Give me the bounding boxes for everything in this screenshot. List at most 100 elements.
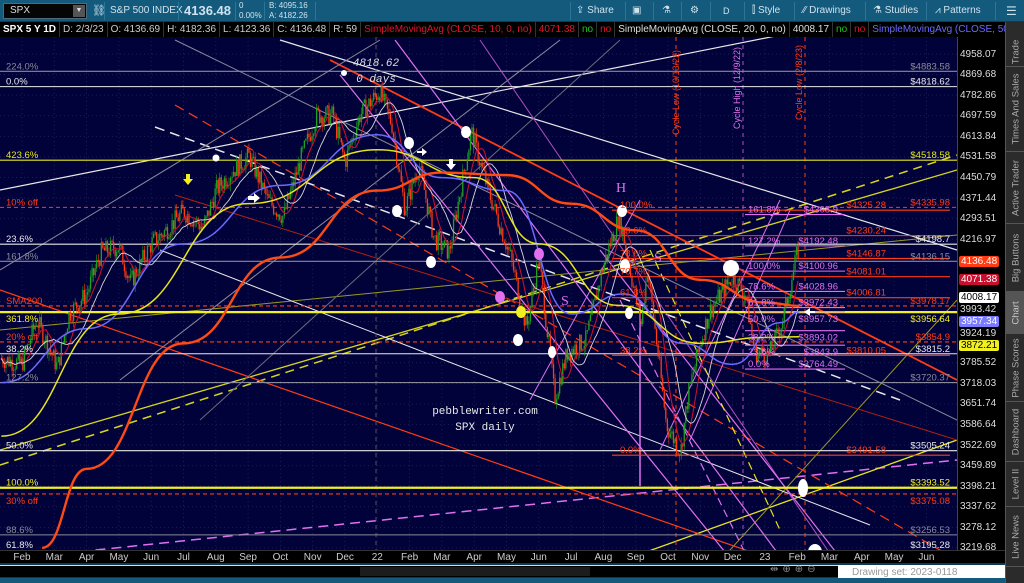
zoom-in-icon[interactable]: ⊕	[794, 564, 808, 575]
price-tick-label: 3398.21	[960, 480, 997, 492]
period-button[interactable]: D	[723, 6, 730, 16]
gear-icon[interactable]: ⚙	[690, 5, 699, 16]
bar-low: L: 4123.36	[220, 22, 275, 37]
text-annotations: 4818.62 0 days pebblewriter.com SPX dail…	[353, 45, 804, 434]
studies-button[interactable]: ⚗ Studies	[873, 0, 918, 22]
price-badge: 4136.48	[959, 255, 1000, 267]
sidebar-tab-active-trader[interactable]: Active Trader	[1006, 152, 1024, 224]
study-flag: no	[579, 22, 598, 37]
fib-level-percent: 38.2%	[748, 333, 775, 344]
fib-level-price: $4325.28	[846, 200, 886, 211]
fib-level-price: $4518.58	[910, 150, 950, 161]
style-button[interactable]: ⫿ Style	[752, 0, 780, 22]
oval-marker	[617, 205, 627, 217]
sidebar-tab-live-news[interactable]: Live News	[1006, 507, 1024, 567]
zoom-out-icon[interactable]: ⊖	[807, 564, 820, 575]
divider	[794, 2, 795, 20]
fib-level-price: $4100.96	[798, 261, 838, 272]
sidebar-tab-times-and-sales[interactable]: Times And Sales	[1006, 67, 1024, 152]
price-tick-label: 3337.62	[960, 501, 997, 513]
time-tick-label: Jun	[143, 552, 160, 563]
watermark-label: SPX daily	[455, 422, 515, 434]
oval-marker	[620, 259, 630, 273]
shoulder-label: S	[561, 294, 569, 309]
oval-marker	[534, 248, 544, 260]
sidebar-tab-trade[interactable]: Trade	[1006, 37, 1024, 67]
time-axis[interactable]: Feb Mar Apr May Jun Jul Aug Sep Oct Nov Dec 22 Feb Ma…	[0, 550, 1005, 563]
patterns-button[interactable]: ⩘ Patterns	[935, 0, 981, 22]
price-tick-label: 3219.68	[960, 542, 997, 550]
fib-level-percent: 70.7%	[620, 267, 647, 278]
fib-level-price: $3810.05	[846, 345, 886, 356]
net-change-pct: 0.00%	[239, 11, 262, 20]
price-tick-label: 3924.19	[960, 327, 997, 339]
sidebar-tab-chart[interactable]: Chart	[1006, 292, 1024, 334]
fib-level-percent: 100.0%	[620, 200, 653, 211]
time-tick-label: Jun	[918, 552, 935, 563]
bar-high: H: 4182.36	[164, 22, 221, 37]
fib-level-price: $3815.2	[916, 344, 950, 355]
sidebar-tab-dashboard[interactable]: Dashboard	[1006, 402, 1024, 462]
sidebar-tab-phase-scores[interactable]: Phase Scores	[1006, 334, 1024, 402]
time-tick-label: Oct	[660, 552, 676, 563]
fib-level-percent: 161.8%	[748, 205, 781, 216]
fib-level-price: $3505.24	[910, 441, 950, 452]
study-sma50[interactable]: SimpleMovingAvg (CLOSE, 50, 0, no)	[869, 22, 1005, 37]
fib-level-percent: 0.0%	[748, 359, 770, 370]
drawing-set-selector[interactable]: Drawing set: 2023-0118	[838, 565, 1005, 580]
fib-level-price: $3957.73	[798, 314, 838, 325]
flask-icon[interactable]: ⚗	[662, 5, 671, 16]
study-flag: no	[833, 22, 852, 37]
pan-icon[interactable]: ⇹	[770, 564, 783, 575]
sidebar-tab-big-buttons[interactable]: Big Buttons	[1006, 224, 1024, 292]
oval-marker	[798, 479, 808, 497]
watermark-site: pebblewriter.com	[432, 406, 538, 418]
sidebar-tab-level-ii[interactable]: Level II	[1006, 462, 1024, 507]
share-button[interactable]: ⇪ Share	[576, 0, 614, 22]
sma-20-line	[0, 102, 799, 424]
crosshair-icon[interactable]: ⊕	[782, 564, 795, 575]
fib-level-price: $3893.02	[798, 333, 838, 344]
scrollbar-thumb[interactable]	[360, 567, 590, 576]
drawings-button[interactable]: ⁄⁄ Drawings	[803, 0, 851, 22]
dot-marker	[212, 154, 220, 162]
oval-marker	[426, 256, 436, 268]
price-tick-label: 3278.12	[960, 521, 997, 533]
horizontal-scrollbar[interactable]	[0, 565, 1005, 577]
divider	[178, 2, 179, 20]
fib-level-price: $4230.24	[846, 226, 886, 237]
screenshot-icon[interactable]: ▣	[632, 5, 642, 16]
time-tick-label: Apr	[466, 552, 482, 563]
study-sma20[interactable]: SimpleMovingAvg (CLOSE, 20, 0, no)	[615, 22, 790, 37]
price-tick-label: 3586.64	[960, 418, 997, 430]
chevron-down-icon[interactable]: ▼	[73, 5, 85, 17]
chart-background	[0, 37, 957, 550]
symbol-selector[interactable]: SPX ▼	[3, 3, 87, 19]
moving-average-line	[41, 171, 800, 549]
fib-level-percent: 161.8%	[6, 251, 39, 262]
patterns-icon: ⩘	[935, 5, 944, 16]
patterns-label: Patterns	[943, 5, 981, 16]
price-tick-label: 4697.59	[960, 110, 997, 122]
fib-level-percent: 38.2%	[6, 344, 33, 355]
time-tick-label: Jun	[530, 552, 547, 563]
price-axis[interactable]: 4958.07 4869.68 4782.86 4697.59 4613.84 4531.…	[957, 37, 1005, 550]
zoom-controls: ⇹⊕⊕⊖	[770, 564, 820, 575]
fib-level-price: $4335.98	[910, 197, 950, 208]
fib-level-price: $4198.7	[916, 234, 950, 245]
share-icon: ⇪	[576, 5, 588, 16]
link-icon[interactable]: ⛓	[92, 5, 106, 17]
oval-marker	[625, 307, 633, 319]
study-sma10[interactable]: SimpleMovingAvg (CLOSE, 10, 0, no)	[361, 22, 536, 37]
divider	[264, 2, 265, 20]
divider	[995, 2, 996, 20]
oval-marker	[516, 306, 526, 318]
time-tick-label: Mar	[45, 552, 63, 563]
menu-icon[interactable]: ☰	[1006, 4, 1017, 18]
time-tick-label: May	[497, 552, 516, 563]
time-tick-label: Feb	[13, 552, 31, 563]
time-tick-label: Apr	[78, 552, 95, 563]
fib-level-percent: 38.2%	[620, 345, 647, 356]
divider	[653, 2, 654, 20]
